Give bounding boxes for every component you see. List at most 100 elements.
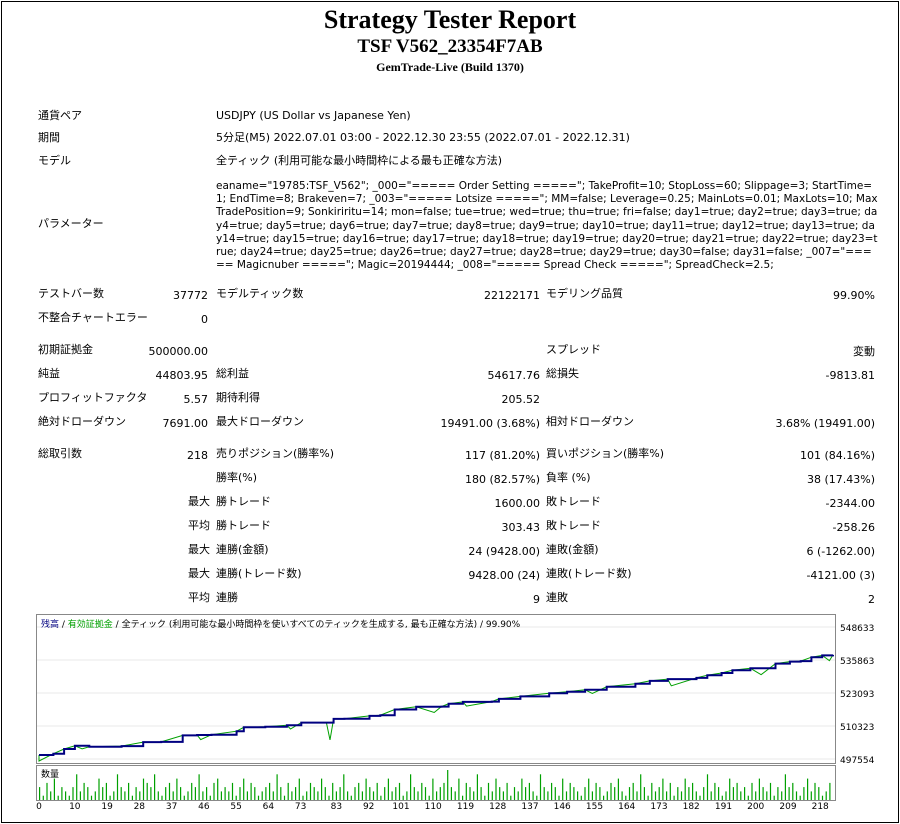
x-tick-label: 110 [424,802,442,812]
volume-bar [306,791,308,800]
volume-bar [206,787,208,800]
balance-chart-svg [37,626,835,762]
legend-sep-1: / [59,620,68,630]
volume-bar [432,778,434,800]
largest-win-label: 勝トレード [216,495,271,508]
avg-consec-win-value: 9 [533,593,540,606]
volume-bar [135,787,137,800]
volume-bar [439,787,441,800]
short-positions-label: 売りポジション(勝率%) [216,447,335,460]
avg-consec-loss-label: 連敗 [546,591,568,604]
deposit-value: 500000.00 [148,345,209,358]
volume-bar [695,791,697,800]
volume-bar [803,787,805,800]
volume-bar [595,782,597,800]
max-label-3: 最大 [188,567,210,580]
volume-bar [283,795,286,800]
volume-bar [755,791,757,800]
volume-bar [343,774,345,800]
rel-drawdown-label: 相対ドローダウン [546,415,634,428]
x-tick-label: 128 [489,802,507,812]
volume-bar [558,795,560,800]
volume-bar [573,787,575,800]
volume-bar [365,778,367,800]
volume-bar [513,787,516,800]
volume-bar [183,795,185,800]
x-tick-label: 92 [362,802,375,812]
x-tick-label: 173 [650,802,668,812]
max-consec-loss-label: 連敗(金額) [546,543,599,556]
volume-bar [436,791,438,800]
volume-bar [706,774,709,800]
x-tick-label: 46 [198,802,210,812]
volume-bar [246,791,248,800]
volume-bar [202,791,204,800]
legend-sep-3: / [477,620,486,630]
volume-bar [295,787,297,800]
volume-bar [113,791,115,800]
volume-bar [272,791,274,800]
volume-bar [276,774,278,800]
balance-line [39,654,834,756]
gross-profit-value: 54617.76 [487,369,541,382]
volume-bar [528,782,530,800]
volume-bar [395,787,397,800]
volume-bar [692,782,694,800]
volume-bar [447,770,449,800]
max-consec-profit-value: 9428.00 (24) [468,569,540,582]
volume-bar [220,791,222,800]
loss-pct-label: 負率 (%) [546,471,591,484]
ticks-label: モデルティック数 [216,287,304,300]
x-tick-label: 155 [585,802,604,812]
volume-bar [521,778,523,800]
volume-bar [450,787,452,800]
volume-bar [792,782,794,800]
volume-bar [79,791,81,800]
max-consec-profit-label: 連勝(トレード数) [216,567,302,580]
volume-bar [228,791,230,800]
quality-label: モデリング品質 [546,287,623,300]
mismatch-label: 不整合チャートエラー [38,311,148,324]
volume-bar [506,782,508,800]
loss-pct-value: 38 (17.43%) [806,473,875,486]
long-positions-value: 101 (84.16%) [799,449,875,462]
volume-bar [677,787,679,800]
x-tick-label: 83 [330,802,343,812]
x-tick-label: 10 [69,802,81,812]
volume-bar [176,778,178,800]
volume-bar [384,787,386,800]
volume-bar [76,774,78,800]
volume-bar [699,795,701,800]
volume-bar [480,787,482,800]
y-tick-label: 548633 [840,624,875,634]
max-label-2: 最大 [188,543,210,556]
volume-bar [610,782,612,800]
volume-bar [142,778,145,800]
legend-desc: 全ティック (利用可能な最小時間枠を使いすべてのティックを生成する, 最も正確な… [121,620,478,630]
volume-bar [788,787,790,800]
win-pct-value: 180 (82.57%) [464,473,540,486]
volume-bar [391,791,393,800]
volume-bar [235,795,237,800]
period-value: 5分足(M5) 2022.07.01 03:00 - 2022.12.30 23… [216,131,630,144]
profit-factor-label: プロフィットファクタ [38,391,148,404]
volume-bar [718,787,720,800]
y-tick-label: 510323 [840,723,875,733]
volume-bar [454,791,456,800]
volume-bar [309,782,312,800]
volume-bar [116,774,119,800]
volume-bar [321,778,323,800]
volume-bar [42,795,44,800]
volume-bar [807,778,809,800]
gross-profit-label: 総利益 [216,367,249,380]
volume-bar [580,795,582,800]
volume-bar [50,791,52,800]
volume-bar [209,795,211,800]
volume-chart: 数量 [36,765,836,801]
volume-bar [39,787,41,800]
volume-bar [484,795,486,800]
max-consec-lossamt-value: -4121.00 (3) [806,569,875,582]
volume-bar [428,795,430,800]
volume-bar [83,782,85,800]
volume-bar [124,791,126,800]
